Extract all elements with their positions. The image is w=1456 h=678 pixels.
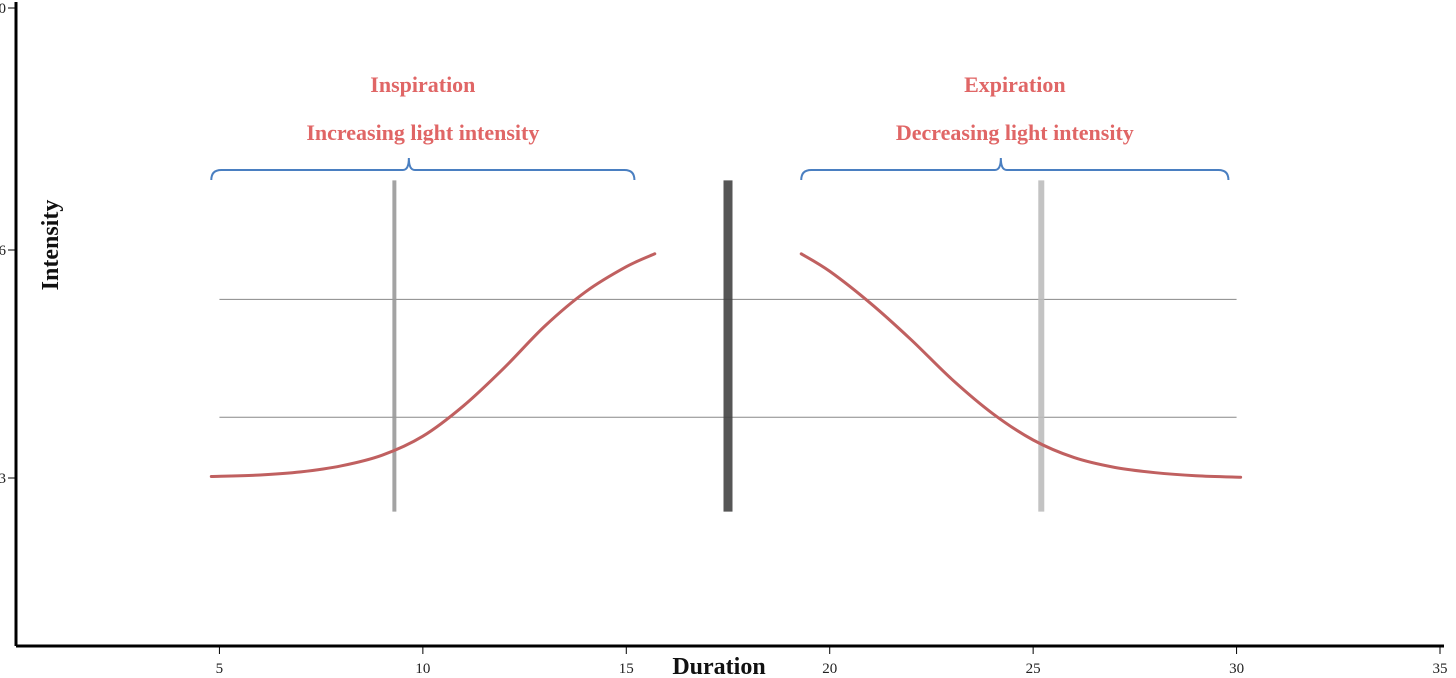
expiration-title: Expiration: [964, 72, 1065, 97]
x-tick-label: 15: [619, 661, 634, 677]
x-tick-label: 20: [822, 661, 837, 677]
expiration-subtitle: Decreasing light intensity: [896, 120, 1134, 145]
y-tick-label: 6: [0, 243, 7, 259]
x-tick-label: 5: [216, 661, 224, 677]
y-axis-title: Intensity: [38, 200, 64, 291]
x-tick-label: 35: [1433, 661, 1448, 677]
x-tick-label: 25: [1026, 661, 1041, 677]
phase-braces: Inspiration Increasing light intensity Exp…: [210, 72, 1230, 181]
y-tick-label: 3: [0, 471, 6, 487]
inspiration-subtitle: Increasing light intensity: [306, 120, 539, 145]
series-line-2: [799, 252, 1243, 479]
inspiration-brace: [210, 157, 636, 181]
axes: [14, 2, 1444, 648]
series-line-1: [209, 252, 657, 478]
x-tick-label: 10: [415, 661, 430, 677]
expiration-brace: [800, 157, 1230, 181]
vertical-markers: [392, 180, 1045, 512]
series-group: [209, 252, 1243, 479]
x-tick-label: 30: [1229, 661, 1244, 677]
x-axis-title: Duration: [672, 654, 765, 678]
inspiration-title: Inspiration: [370, 72, 475, 97]
y-tick-label: 10: [0, 1, 6, 17]
